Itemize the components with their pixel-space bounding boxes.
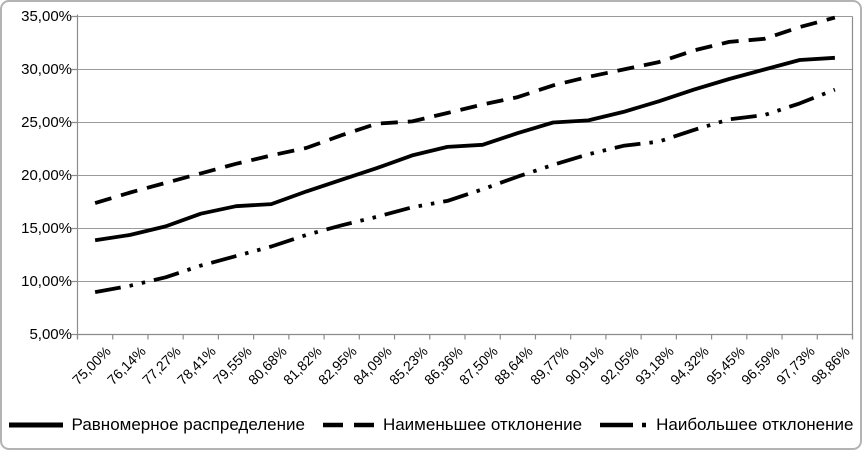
legend-item-label: Наибольшее отклонение (656, 415, 854, 434)
y-tick-label: 25,00% (21, 113, 72, 131)
series-line-max-deviation (94, 87, 836, 294)
legend-item-max-deviation: Наибольшее отклонение (600, 415, 853, 435)
legend-marker-dashed-icon (322, 422, 374, 428)
y-tick-label: 15,00% (21, 219, 72, 237)
y-tick-label: 5,00% (29, 325, 72, 343)
y-tick-label: 30,00% (21, 60, 72, 78)
legend-marker-long-dash-dot-dot-icon (600, 422, 648, 428)
y-tick-label: 20,00% (21, 166, 72, 184)
series-line-min-deviation (94, 15, 836, 205)
series-line-uniform-distribution (94, 55, 836, 243)
legend-marker-solid-icon (8, 422, 63, 428)
legend-item-label: Равномерное распределение (71, 415, 305, 434)
legend: Равномерное распределение Наименьшее откл… (2, 415, 860, 435)
legend-item-label: Наименьшее отклонение (382, 415, 583, 434)
legend-item-uniform-distribution: Равномерное распределение (8, 415, 305, 435)
y-tick-label: 10,00% (21, 272, 72, 290)
legend-item-min-deviation: Наименьшее отклонение (322, 415, 583, 435)
y-tick-label: 35,00% (21, 7, 72, 25)
